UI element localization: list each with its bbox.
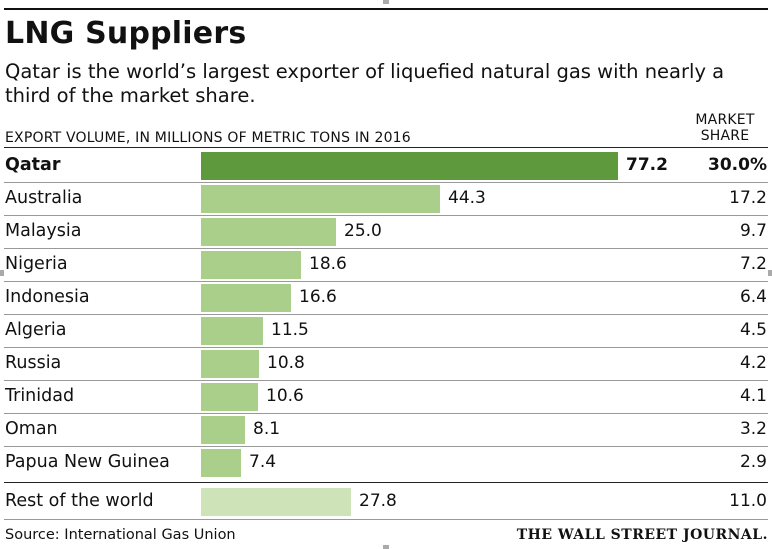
market-share-value: 4.2 — [739, 353, 767, 373]
row-divider — [4, 446, 768, 447]
value-label: 18.6 — [309, 254, 347, 274]
category-label: Algeria — [5, 320, 67, 340]
row-divider — [4, 248, 768, 249]
bar — [201, 488, 351, 516]
source-note: Source: International Gas Union — [5, 527, 236, 543]
bar — [201, 152, 618, 180]
market-share-value: 7.2 — [739, 254, 767, 274]
crop-mark — [768, 270, 772, 276]
category-label: Nigeria — [5, 254, 68, 274]
row-divider — [4, 482, 768, 483]
value-label: 10.8 — [267, 353, 305, 373]
row-divider — [4, 347, 768, 348]
row-divider — [4, 281, 768, 282]
market-share-header: MARKET SHARE — [695, 112, 755, 144]
category-label: Papua New Guinea — [5, 452, 170, 472]
market-share-value: 11.0 — [729, 491, 767, 511]
bar — [201, 185, 440, 213]
chart-title: LNG Suppliers — [5, 16, 247, 51]
value-label: 16.6 — [299, 287, 337, 307]
bar — [201, 284, 291, 312]
crop-mark — [0, 270, 4, 276]
market-share-value: 3.2 — [739, 419, 767, 439]
bar — [201, 383, 258, 411]
value-label: 44.3 — [448, 188, 486, 208]
value-label: 25.0 — [344, 221, 382, 241]
category-label: Indonesia — [5, 287, 90, 307]
header-rule — [4, 147, 768, 148]
export-volume-header: EXPORT VOLUME, IN MILLIONS OF METRIC TON… — [5, 130, 411, 146]
market-share-value: 17.2 — [729, 188, 767, 208]
row-divider — [4, 380, 768, 381]
bar — [201, 416, 245, 444]
category-label: Australia — [5, 188, 83, 208]
market-share-value: 4.5 — [739, 320, 767, 340]
publisher-credit: THE WALL STREET JOURNAL. — [516, 527, 768, 543]
market-share-value: 9.7 — [739, 221, 767, 241]
market-share-value: 4.1 — [739, 386, 767, 406]
category-label: Rest of the world — [5, 491, 154, 511]
row-divider — [4, 314, 768, 315]
value-label: 11.5 — [271, 320, 309, 340]
market-share-value: 6.4 — [739, 287, 767, 307]
bar — [201, 218, 336, 246]
row-divider — [4, 215, 768, 216]
category-label: Malaysia — [5, 221, 82, 241]
value-label: 27.8 — [359, 491, 397, 511]
row-divider — [4, 519, 768, 520]
bar — [201, 317, 263, 345]
market-share-value: 30.0% — [708, 155, 767, 175]
crop-mark — [383, 0, 389, 4]
chart-subtitle: Qatar is the world’s largest exporter of… — [5, 60, 725, 107]
category-label: Oman — [5, 419, 58, 439]
bar — [201, 251, 301, 279]
value-label: 10.6 — [266, 386, 304, 406]
market-share-value: 2.9 — [739, 452, 767, 472]
category-label: Trinidad — [5, 386, 75, 406]
row-divider — [4, 182, 768, 183]
top-rule — [4, 8, 768, 10]
value-label: 8.1 — [253, 419, 281, 439]
value-label: 77.2 — [626, 155, 668, 175]
value-label: 7.4 — [249, 452, 277, 472]
category-label: Russia — [5, 353, 62, 373]
bar — [201, 350, 259, 378]
row-divider — [4, 413, 768, 414]
bar — [201, 449, 241, 477]
category-label: Qatar — [5, 155, 61, 175]
crop-mark — [383, 545, 389, 549]
